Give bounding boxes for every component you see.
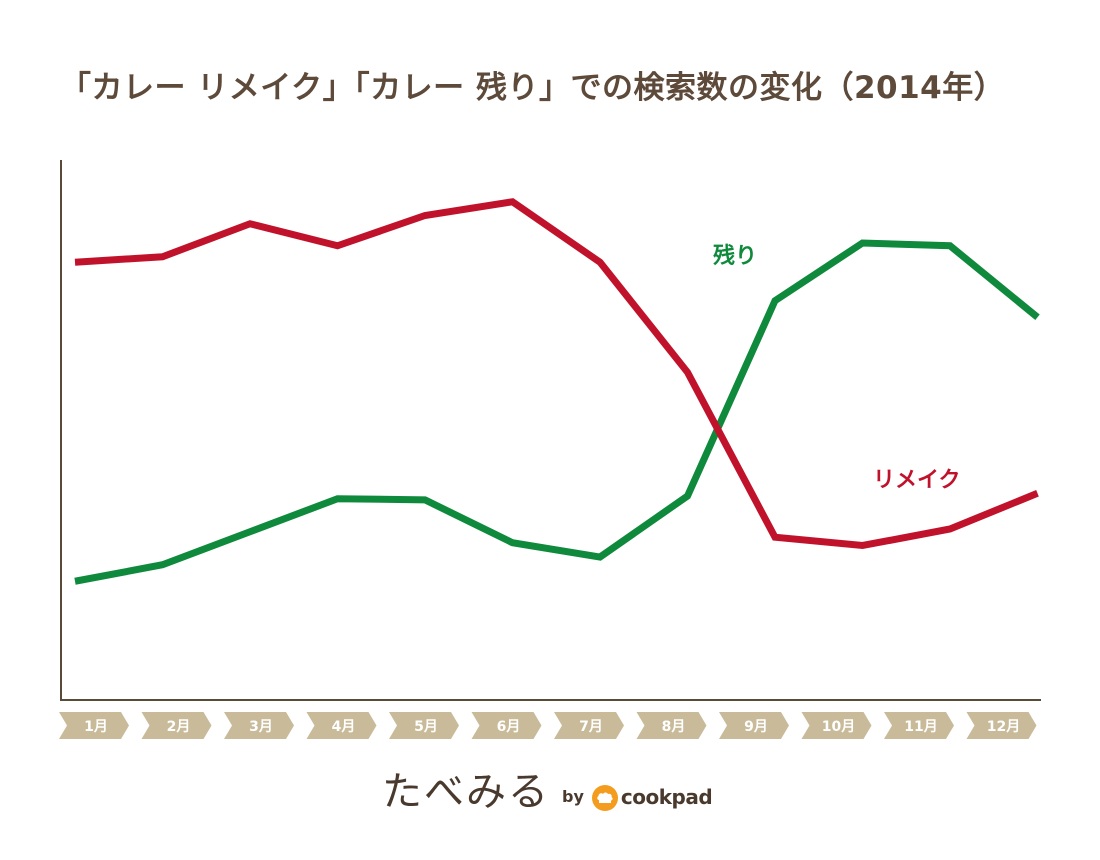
month-tag: 9月 xyxy=(719,712,789,739)
x-tick-label: 11月 xyxy=(904,719,937,735)
x-tick-label: 1月 xyxy=(84,719,108,735)
footer-branding: たべみる by cookpad xyxy=(382,769,713,815)
x-tick-label: 12月 xyxy=(987,719,1020,735)
x-tick-label: 9月 xyxy=(744,719,768,735)
month-tag-shape xyxy=(884,712,954,739)
month-tag-shape xyxy=(471,712,542,739)
series-line-leftover xyxy=(74,239,1040,585)
series-line-remake xyxy=(74,198,1039,550)
x-tick-label: 6月 xyxy=(497,719,521,735)
series-label-remake: リメイク xyxy=(873,468,961,493)
by-text: by xyxy=(562,787,584,806)
month-tag-shape xyxy=(719,712,789,739)
axes xyxy=(60,160,1041,701)
x-tick-label: 8月 xyxy=(662,719,686,735)
x-tick-label: 5月 xyxy=(414,719,438,735)
month-tag: 2月 xyxy=(141,712,212,739)
x-tick-label: 10月 xyxy=(822,719,855,735)
x-axis-month-tags: 1月 2月 3月 4月 5月 6月 7月 8月 9月 10月 11月 12月 xyxy=(59,712,1037,739)
month-tag-shape xyxy=(554,712,624,739)
month-tag-shape xyxy=(59,712,129,739)
cookpad-logo-text: cookpad xyxy=(620,785,713,809)
x-tick-label: 3月 xyxy=(249,719,273,735)
month-tag: 3月 xyxy=(224,712,294,739)
month-tag: 4月 xyxy=(306,712,377,739)
month-tag: 6月 xyxy=(471,712,542,739)
x-tick-label: 2月 xyxy=(167,719,191,735)
month-tag-shape xyxy=(966,712,1037,739)
chef-hat-icon xyxy=(591,785,618,811)
month-tag-shape xyxy=(389,712,459,739)
month-tag: 8月 xyxy=(636,712,707,739)
month-tag-shape xyxy=(141,712,212,739)
month-tag-shape xyxy=(224,712,294,739)
x-tick-label: 4月 xyxy=(332,719,356,735)
month-tag: 1月 xyxy=(59,712,129,739)
month-tag-shape xyxy=(306,712,377,739)
month-tag-shape xyxy=(801,712,872,739)
series-lines xyxy=(74,198,1040,585)
x-tick-label: 7月 xyxy=(579,719,603,735)
month-tag: 5月 xyxy=(389,712,459,739)
chart-title: 「カレー リメイク」「カレー 残り」での検索数の変化（2014年） xyxy=(60,70,1006,106)
month-tag: 11月 xyxy=(884,712,954,739)
month-tag: 7月 xyxy=(554,712,624,739)
tabemiru-logo-text: たべみる xyxy=(382,769,550,815)
month-tag: 12月 xyxy=(966,712,1037,739)
month-tag-shape xyxy=(636,712,707,739)
month-tag: 10月 xyxy=(801,712,872,739)
series-labels: リメイク 残り xyxy=(713,243,961,493)
series-label-leftover: 残り xyxy=(713,243,757,269)
